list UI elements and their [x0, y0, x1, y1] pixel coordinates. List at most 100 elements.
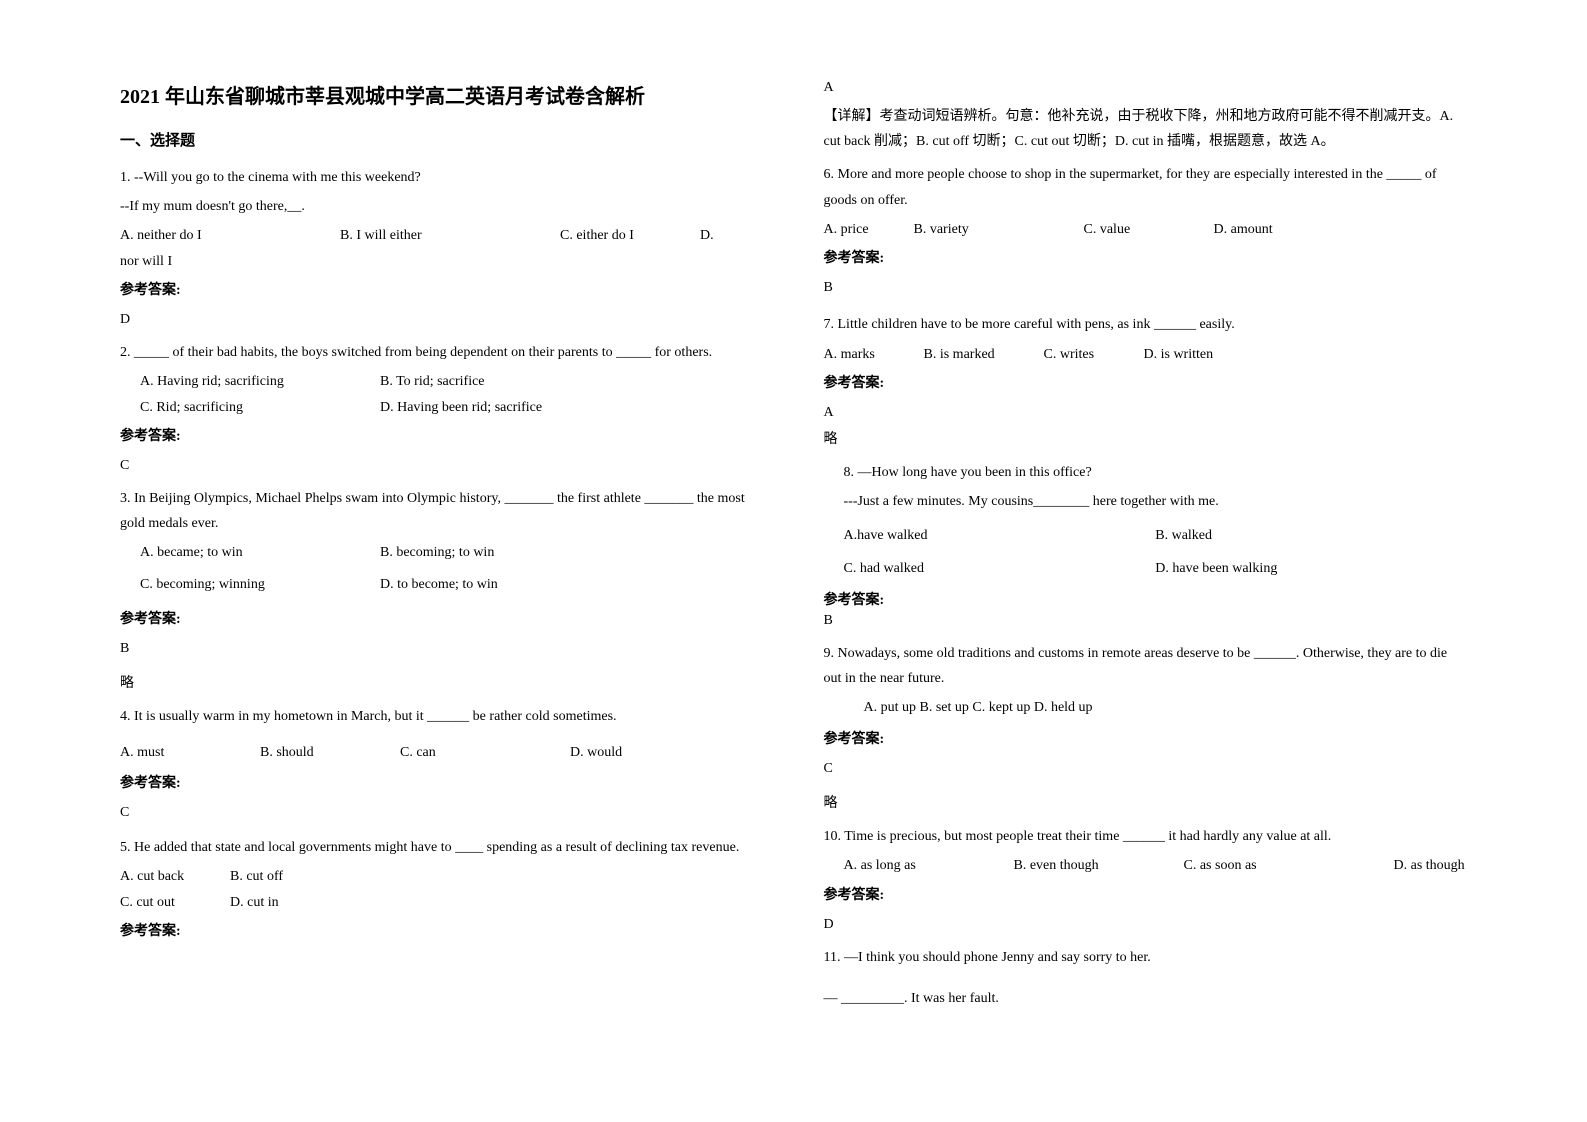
q7-optC: C. writes — [1044, 342, 1144, 367]
q9-options: A. put up B. set up C. kept up D. held u… — [824, 695, 1468, 720]
q3-optD: D. to become; to win — [380, 572, 498, 597]
q6-line1: 6. More and more people choose to shop i… — [824, 162, 1468, 212]
q7-answer-label: 参考答案: — [824, 371, 1468, 396]
q1-optD-text: nor will I — [120, 249, 764, 274]
question-10: 10. Time is precious, but most people tr… — [824, 824, 1468, 937]
page-title: 2021 年山东省聊城市莘县观城中学高二英语月考试卷含解析 — [120, 80, 764, 109]
q8-optD: D. have been walking — [1155, 556, 1467, 581]
q8-options-row2: C. had walked D. have been walking — [844, 556, 1468, 581]
q8-line1: 8. —How long have you been in this offic… — [844, 460, 1468, 485]
q8-optC: C. had walked — [844, 556, 1156, 581]
q8-options-row1: A.have walked B. walked — [844, 523, 1468, 548]
q2-optA: A. Having rid; sacrificing — [140, 369, 380, 394]
question-11: 11. —I think you should phone Jenny and … — [824, 945, 1468, 1011]
q2-optD: D. Having been rid; sacrifice — [380, 395, 542, 420]
q1-optA: A. neither do I — [120, 223, 340, 248]
q4-line1: 4. It is usually warm in my hometown in … — [120, 704, 764, 729]
q7-note: 略 — [824, 427, 1468, 452]
q8-line2: ---Just a few minutes. My cousins_______… — [844, 489, 1468, 514]
section-header: 一、选择题 — [120, 129, 764, 150]
q6-optD: D. amount — [1214, 217, 1273, 242]
q10-optB: B. even though — [1014, 853, 1184, 878]
q6-optC: C. value — [1084, 217, 1214, 242]
q3-note: 略 — [120, 671, 764, 696]
q9-answer-label: 参考答案: — [824, 727, 1468, 752]
q1-optD-prefix: D. — [700, 223, 714, 248]
q3-answer-label: 参考答案: — [120, 607, 764, 632]
q6-optA: A. price — [824, 217, 914, 242]
q4-optA: A. must — [120, 740, 260, 765]
q8-answer: B — [824, 613, 1468, 629]
q6-optB: B. variety — [914, 217, 1084, 242]
q10-answer: D — [824, 912, 1468, 937]
q1-line1: 1. --Will you go to the cinema with me t… — [120, 165, 764, 190]
q5-optA: A. cut back — [120, 864, 230, 889]
q5-options-row2: C. cut out D. cut in — [120, 890, 764, 915]
q1-optC: C. either do I — [560, 223, 700, 248]
q1-answer: D — [120, 307, 764, 332]
q4-optC: C. can — [400, 740, 570, 765]
q6-answer-label: 参考答案: — [824, 246, 1468, 271]
q11-line1: 11. —I think you should phone Jenny and … — [824, 945, 1468, 970]
q1-answer-label: 参考答案: — [120, 278, 764, 303]
q6-options: A. price B. variety C. value D. amount — [824, 217, 1468, 242]
question-9: 9. Nowadays, some old traditions and cus… — [824, 641, 1468, 816]
q1-options-row1: A. neither do I B. I will either C. eith… — [120, 223, 764, 248]
q1-optB: B. I will either — [340, 223, 560, 248]
q4-optB: B. should — [260, 740, 400, 765]
q5-options-row1: A. cut back B. cut off — [120, 864, 764, 889]
q3-optB: B. becoming; to win — [380, 540, 494, 565]
q5-answer-label: 参考答案: — [120, 919, 764, 944]
question-1: 1. --Will you go to the cinema with me t… — [120, 165, 764, 332]
q6-answer: B — [824, 275, 1468, 300]
q10-optA: A. as long as — [824, 853, 1014, 878]
q2-optB: B. To rid; sacrifice — [380, 369, 485, 394]
q4-options: A. must B. should C. can D. would — [120, 740, 764, 765]
question-4: 4. It is usually warm in my hometown in … — [120, 704, 764, 825]
q2-answer-label: 参考答案: — [120, 424, 764, 449]
q2-answer: C — [120, 453, 764, 478]
q5-answer: A — [824, 80, 1468, 96]
q7-optA: A. marks — [824, 342, 924, 367]
q10-optC: C. as soon as — [1184, 853, 1394, 878]
q4-optD: D. would — [570, 740, 622, 765]
q3-optA: A. became; to win — [140, 540, 380, 565]
q5-optC: C. cut out — [120, 890, 230, 915]
q7-optB: B. is marked — [924, 342, 1044, 367]
q3-optC: C. becoming; winning — [140, 572, 380, 597]
question-2: 2. _____ of their bad habits, the boys s… — [120, 340, 764, 478]
q3-answer: B — [120, 636, 764, 661]
q2-optC: C. Rid; sacrificing — [140, 395, 380, 420]
q4-answer: C — [120, 800, 764, 825]
q3-line1: 3. In Beijing Olympics, Michael Phelps s… — [120, 486, 764, 536]
q2-line1: 2. _____ of their bad habits, the boys s… — [120, 340, 764, 365]
q1-line2: --If my mum doesn't go there,__. — [120, 194, 764, 219]
q5-optD: D. cut in — [230, 890, 279, 915]
question-7: 7. Little children have to be more caref… — [824, 312, 1468, 452]
q9-note: 略 — [824, 791, 1468, 816]
question-8: 8. —How long have you been in this offic… — [824, 460, 1468, 581]
q10-line1: 10. Time is precious, but most people tr… — [824, 824, 1468, 849]
q5-detail: 【详解】考查动词短语辨析。句意：他补充说，由于税收下降，州和地方政府可能不得不削… — [824, 104, 1468, 154]
q5-optB: B. cut off — [230, 864, 283, 889]
q7-answer: A — [824, 400, 1468, 425]
q7-optD: D. is written — [1144, 342, 1214, 367]
question-5: 5. He added that state and local governm… — [120, 835, 764, 944]
q9-line1: 9. Nowadays, some old traditions and cus… — [824, 641, 1468, 691]
q10-optD: D. as though — [1394, 853, 1465, 878]
q8-optB: B. walked — [1155, 523, 1467, 548]
q10-options: A. as long as B. even though C. as soon … — [824, 853, 1468, 878]
q5-line1: 5. He added that state and local governm… — [120, 835, 764, 860]
question-3: 3. In Beijing Olympics, Michael Phelps s… — [120, 486, 764, 696]
q7-options: A. marks B. is marked C. writes D. is wr… — [824, 342, 1468, 367]
q11-line2: — _________. It was her fault. — [824, 986, 1468, 1011]
q4-answer-label: 参考答案: — [120, 771, 764, 796]
q8-optA: A.have walked — [844, 523, 1156, 548]
q2-options: A. Having rid; sacrificing B. To rid; sa… — [120, 369, 764, 419]
q7-line1: 7. Little children have to be more caref… — [824, 312, 1468, 337]
q8-answer-label: 参考答案: — [824, 589, 1468, 609]
question-6: 6. More and more people choose to shop i… — [824, 162, 1468, 300]
q10-answer-label: 参考答案: — [824, 883, 1468, 908]
q9-answer: C — [824, 756, 1468, 781]
q3-options: A. became; to win B. becoming; to win C.… — [120, 540, 764, 596]
